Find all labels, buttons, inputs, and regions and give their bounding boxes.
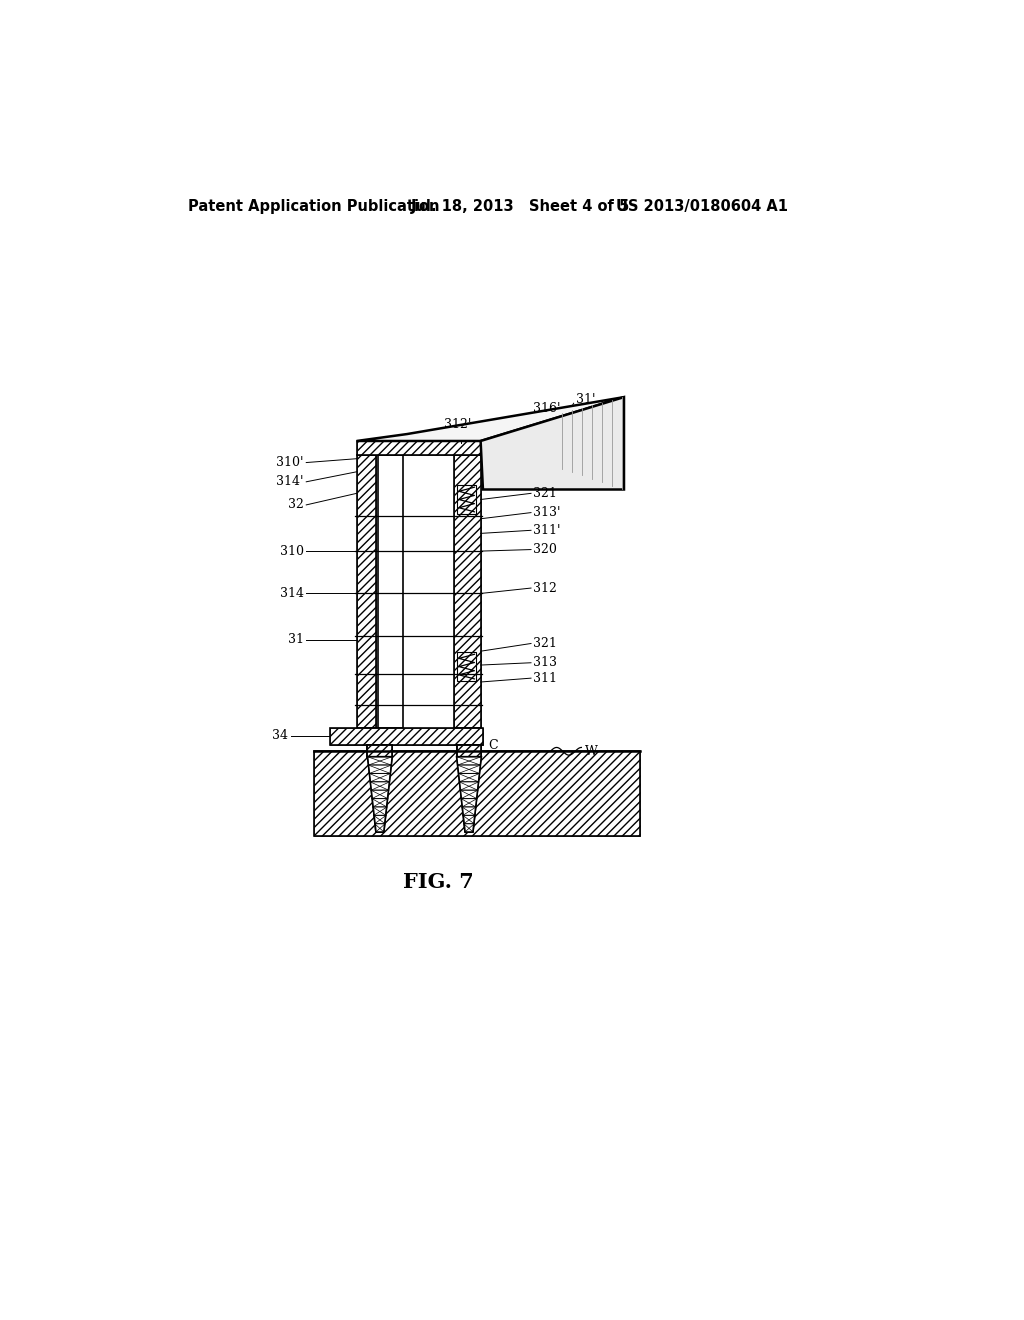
Text: 312': 312' [443, 417, 471, 430]
Polygon shape [372, 799, 388, 807]
Text: 31': 31' [575, 393, 595, 407]
Text: US 2013/0180604 A1: US 2013/0180604 A1 [616, 198, 788, 214]
Polygon shape [370, 774, 390, 781]
Polygon shape [464, 824, 474, 832]
Polygon shape [374, 816, 386, 824]
Text: 313': 313' [534, 506, 561, 519]
Text: W: W [586, 744, 598, 758]
Polygon shape [378, 455, 403, 729]
Text: 321: 321 [534, 487, 557, 500]
Polygon shape [356, 455, 376, 729]
Text: 316': 316' [534, 403, 561, 416]
Text: 311': 311' [534, 524, 561, 537]
Text: 314': 314' [276, 475, 304, 488]
Polygon shape [454, 455, 480, 729]
Polygon shape [462, 807, 476, 816]
Polygon shape [370, 781, 389, 791]
Polygon shape [458, 766, 480, 774]
Polygon shape [457, 744, 481, 756]
Polygon shape [369, 766, 391, 774]
Polygon shape [375, 824, 385, 832]
Polygon shape [356, 441, 480, 455]
Polygon shape [460, 791, 478, 799]
Polygon shape [368, 756, 392, 766]
Polygon shape [314, 751, 640, 836]
Text: 32: 32 [288, 499, 304, 511]
Text: FIG. 7: FIG. 7 [402, 873, 473, 892]
Text: 34: 34 [272, 730, 289, 742]
Text: 321: 321 [534, 638, 557, 649]
Polygon shape [457, 744, 481, 756]
Polygon shape [459, 774, 479, 781]
Polygon shape [371, 791, 389, 799]
Polygon shape [480, 397, 624, 490]
Polygon shape [460, 781, 478, 791]
Polygon shape [368, 744, 392, 756]
Text: 314: 314 [280, 587, 304, 601]
Polygon shape [461, 799, 477, 807]
Polygon shape [330, 729, 483, 744]
Text: 311: 311 [534, 672, 557, 685]
Text: C: C [488, 739, 498, 751]
Text: 310: 310 [280, 545, 304, 557]
Text: 312: 312 [534, 582, 557, 594]
Polygon shape [457, 756, 481, 766]
Polygon shape [356, 397, 624, 441]
Text: 313: 313 [534, 656, 557, 669]
Polygon shape [373, 807, 387, 816]
Polygon shape [368, 744, 392, 756]
Text: Jul. 18, 2013   Sheet 4 of 5: Jul. 18, 2013 Sheet 4 of 5 [411, 198, 630, 214]
Text: Patent Application Publication: Patent Application Publication [188, 198, 440, 214]
Polygon shape [463, 816, 475, 824]
Text: 320: 320 [534, 543, 557, 556]
Text: 31: 31 [288, 634, 304, 647]
Text: 310': 310' [276, 455, 304, 469]
